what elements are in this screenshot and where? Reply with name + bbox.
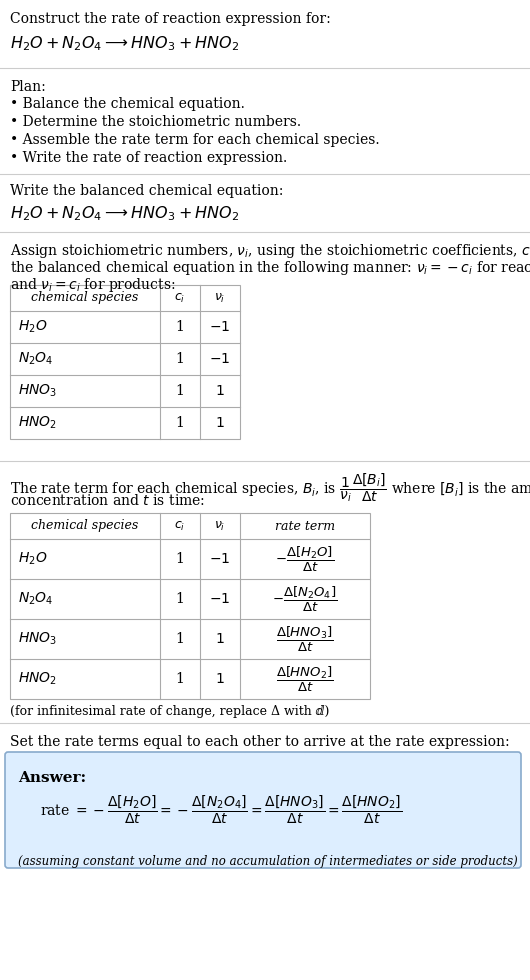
Text: $-1$: $-1$ [209, 352, 231, 366]
Text: $HNO_3$: $HNO_3$ [18, 631, 57, 647]
Text: 1: 1 [175, 632, 184, 646]
Text: chemical species: chemical species [31, 519, 139, 532]
Text: rate term: rate term [275, 519, 335, 532]
Text: 1: 1 [175, 352, 184, 366]
Text: Plan:: Plan: [10, 80, 46, 94]
Text: Write the balanced chemical equation:: Write the balanced chemical equation: [10, 184, 284, 198]
Text: Assign stoichiometric numbers, $\nu_i$, using the stoichiometric coefficients, $: Assign stoichiometric numbers, $\nu_i$, … [10, 242, 530, 260]
Text: (assuming constant volume and no accumulation of intermediates or side products): (assuming constant volume and no accumul… [18, 855, 518, 868]
Text: $c_i$: $c_i$ [174, 519, 186, 532]
Text: • Determine the stoichiometric numbers.: • Determine the stoichiometric numbers. [10, 115, 301, 129]
Bar [10, 513, 370, 699]
Text: $-1$: $-1$ [209, 552, 231, 566]
Text: Set the rate terms equal to each other to arrive at the rate expression:: Set the rate terms equal to each other t… [10, 735, 510, 749]
Text: the balanced chemical equation in the following manner: $\nu_i = -c_i$ for react: the balanced chemical equation in the fo… [10, 259, 530, 277]
Text: $H_2O + N_2O_4 \longrightarrow HNO_3 + HNO_2$: $H_2O + N_2O_4 \longrightarrow HNO_3 + H… [10, 204, 239, 222]
FancyBboxPatch shape [5, 752, 521, 868]
Text: $H_2O$: $H_2O$ [18, 318, 47, 335]
Text: $1$: $1$ [215, 384, 225, 398]
Text: $N_2O_4$: $N_2O_4$ [18, 351, 54, 368]
Text: and $\nu_i = c_i$ for products:: and $\nu_i = c_i$ for products: [10, 276, 175, 294]
Text: $-\dfrac{\Delta[N_2O_4]}{\Delta t}$: $-\dfrac{\Delta[N_2O_4]}{\Delta t}$ [272, 584, 338, 613]
Text: • Write the rate of reaction expression.: • Write the rate of reaction expression. [10, 151, 287, 165]
Bar [10, 285, 240, 439]
Text: • Balance the chemical equation.: • Balance the chemical equation. [10, 97, 245, 111]
Text: $1$: $1$ [215, 672, 225, 686]
Text: 1: 1 [175, 592, 184, 606]
Text: $\nu_i$: $\nu_i$ [214, 291, 226, 305]
Text: concentration and $t$ is time:: concentration and $t$ is time: [10, 493, 205, 508]
Text: $HNO_2$: $HNO_2$ [18, 415, 57, 431]
Text: 1: 1 [175, 320, 184, 334]
Text: $\dfrac{\Delta[HNO_2]}{\Delta t}$: $\dfrac{\Delta[HNO_2]}{\Delta t}$ [276, 664, 334, 694]
Text: $N_2O_4$: $N_2O_4$ [18, 591, 54, 608]
Text: Answer:: Answer: [18, 771, 86, 785]
Text: $1$: $1$ [215, 416, 225, 430]
Text: $-1$: $-1$ [209, 592, 231, 606]
Text: $HNO_3$: $HNO_3$ [18, 383, 57, 399]
Text: 1: 1 [175, 416, 184, 430]
Text: $1$: $1$ [215, 632, 225, 646]
Text: $H_2O + N_2O_4 \longrightarrow HNO_3 + HNO_2$: $H_2O + N_2O_4 \longrightarrow HNO_3 + H… [10, 34, 239, 53]
Text: $HNO_2$: $HNO_2$ [18, 670, 57, 687]
Text: 1: 1 [175, 672, 184, 686]
Text: $c_i$: $c_i$ [174, 291, 186, 305]
Text: $\dfrac{\Delta[HNO_3]}{\Delta t}$: $\dfrac{\Delta[HNO_3]}{\Delta t}$ [276, 624, 334, 654]
Text: Construct the rate of reaction expression for:: Construct the rate of reaction expressio… [10, 12, 331, 26]
Text: $H_2O$: $H_2O$ [18, 551, 47, 567]
Text: 1: 1 [175, 552, 184, 566]
Text: (for infinitesimal rate of change, replace Δ with ⅆ): (for infinitesimal rate of change, repla… [10, 705, 329, 718]
Text: chemical species: chemical species [31, 291, 139, 305]
Text: $\nu_i$: $\nu_i$ [214, 519, 226, 532]
Text: $-1$: $-1$ [209, 320, 231, 334]
Text: rate $= -\dfrac{\Delta[H_2O]}{\Delta t} = -\dfrac{\Delta[N_2O_4]}{\Delta t} = \d: rate $= -\dfrac{\Delta[H_2O]}{\Delta t} … [40, 794, 402, 826]
Text: • Assemble the rate term for each chemical species.: • Assemble the rate term for each chemic… [10, 133, 379, 147]
Text: The rate term for each chemical species, $B_i$, is $\dfrac{1}{\nu_i}\dfrac{\Delt: The rate term for each chemical species,… [10, 471, 530, 504]
Text: $-\dfrac{\Delta[H_2O]}{\Delta t}$: $-\dfrac{\Delta[H_2O]}{\Delta t}$ [276, 544, 334, 573]
Text: 1: 1 [175, 384, 184, 398]
